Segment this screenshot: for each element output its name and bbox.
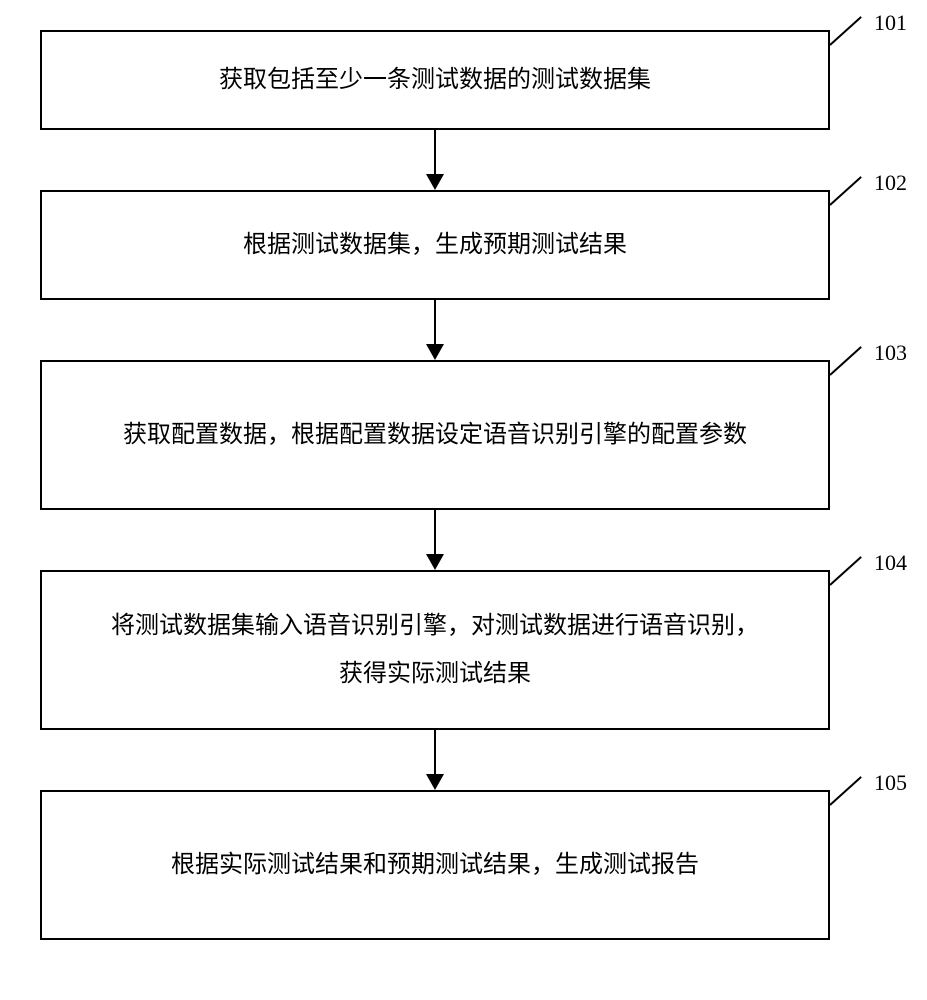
- leader-line: [829, 346, 862, 376]
- step-text: 根据实际测试结果和预期测试结果，生成测试报告: [171, 841, 699, 889]
- step-box-101: 获取包括至少一条测试数据的测试数据集: [40, 30, 830, 130]
- step-label-102: 102: [874, 170, 907, 196]
- step-box-104: 将测试数据集输入语音识别引擎，对测试数据进行语音识别，获得实际测试结果: [40, 570, 830, 730]
- step-row-104: 将测试数据集输入语音识别引擎，对测试数据进行语音识别，获得实际测试结果104: [40, 570, 890, 730]
- step-text: 根据测试数据集，生成预期测试结果: [243, 221, 627, 269]
- step-label-105: 105: [874, 770, 907, 796]
- connector: [40, 300, 830, 360]
- step-row-101: 获取包括至少一条测试数据的测试数据集101: [40, 30, 890, 130]
- step-box-103: 获取配置数据，根据配置数据设定语音识别引擎的配置参数: [40, 360, 830, 510]
- step-text: 将测试数据集输入语音识别引擎，对测试数据进行语音识别，获得实际测试结果: [111, 602, 759, 698]
- leader-line: [829, 556, 862, 586]
- step-box-105: 根据实际测试结果和预期测试结果，生成测试报告: [40, 790, 830, 940]
- leader-line: [829, 16, 862, 46]
- step-text: 获取配置数据，根据配置数据设定语音识别引擎的配置参数: [123, 411, 747, 459]
- step-row-103: 获取配置数据，根据配置数据设定语音识别引擎的配置参数103: [40, 360, 890, 510]
- step-box-102: 根据测试数据集，生成预期测试结果: [40, 190, 830, 300]
- connector: [40, 730, 830, 790]
- leader-line: [829, 176, 862, 206]
- step-label-103: 103: [874, 340, 907, 366]
- step-row-102: 根据测试数据集，生成预期测试结果102: [40, 190, 890, 300]
- arrow-down-icon: [434, 510, 436, 570]
- step-row-105: 根据实际测试结果和预期测试结果，生成测试报告105: [40, 790, 890, 940]
- arrow-down-icon: [434, 130, 436, 190]
- leader-line: [829, 776, 862, 806]
- step-label-104: 104: [874, 550, 907, 576]
- connector: [40, 510, 830, 570]
- step-label-101: 101: [874, 10, 907, 36]
- flowchart-container: 获取包括至少一条测试数据的测试数据集101 根据测试数据集，生成预期测试结果102…: [40, 30, 890, 940]
- arrow-down-icon: [434, 300, 436, 360]
- connector: [40, 130, 830, 190]
- step-text: 获取包括至少一条测试数据的测试数据集: [219, 56, 651, 104]
- arrow-down-icon: [434, 730, 436, 790]
